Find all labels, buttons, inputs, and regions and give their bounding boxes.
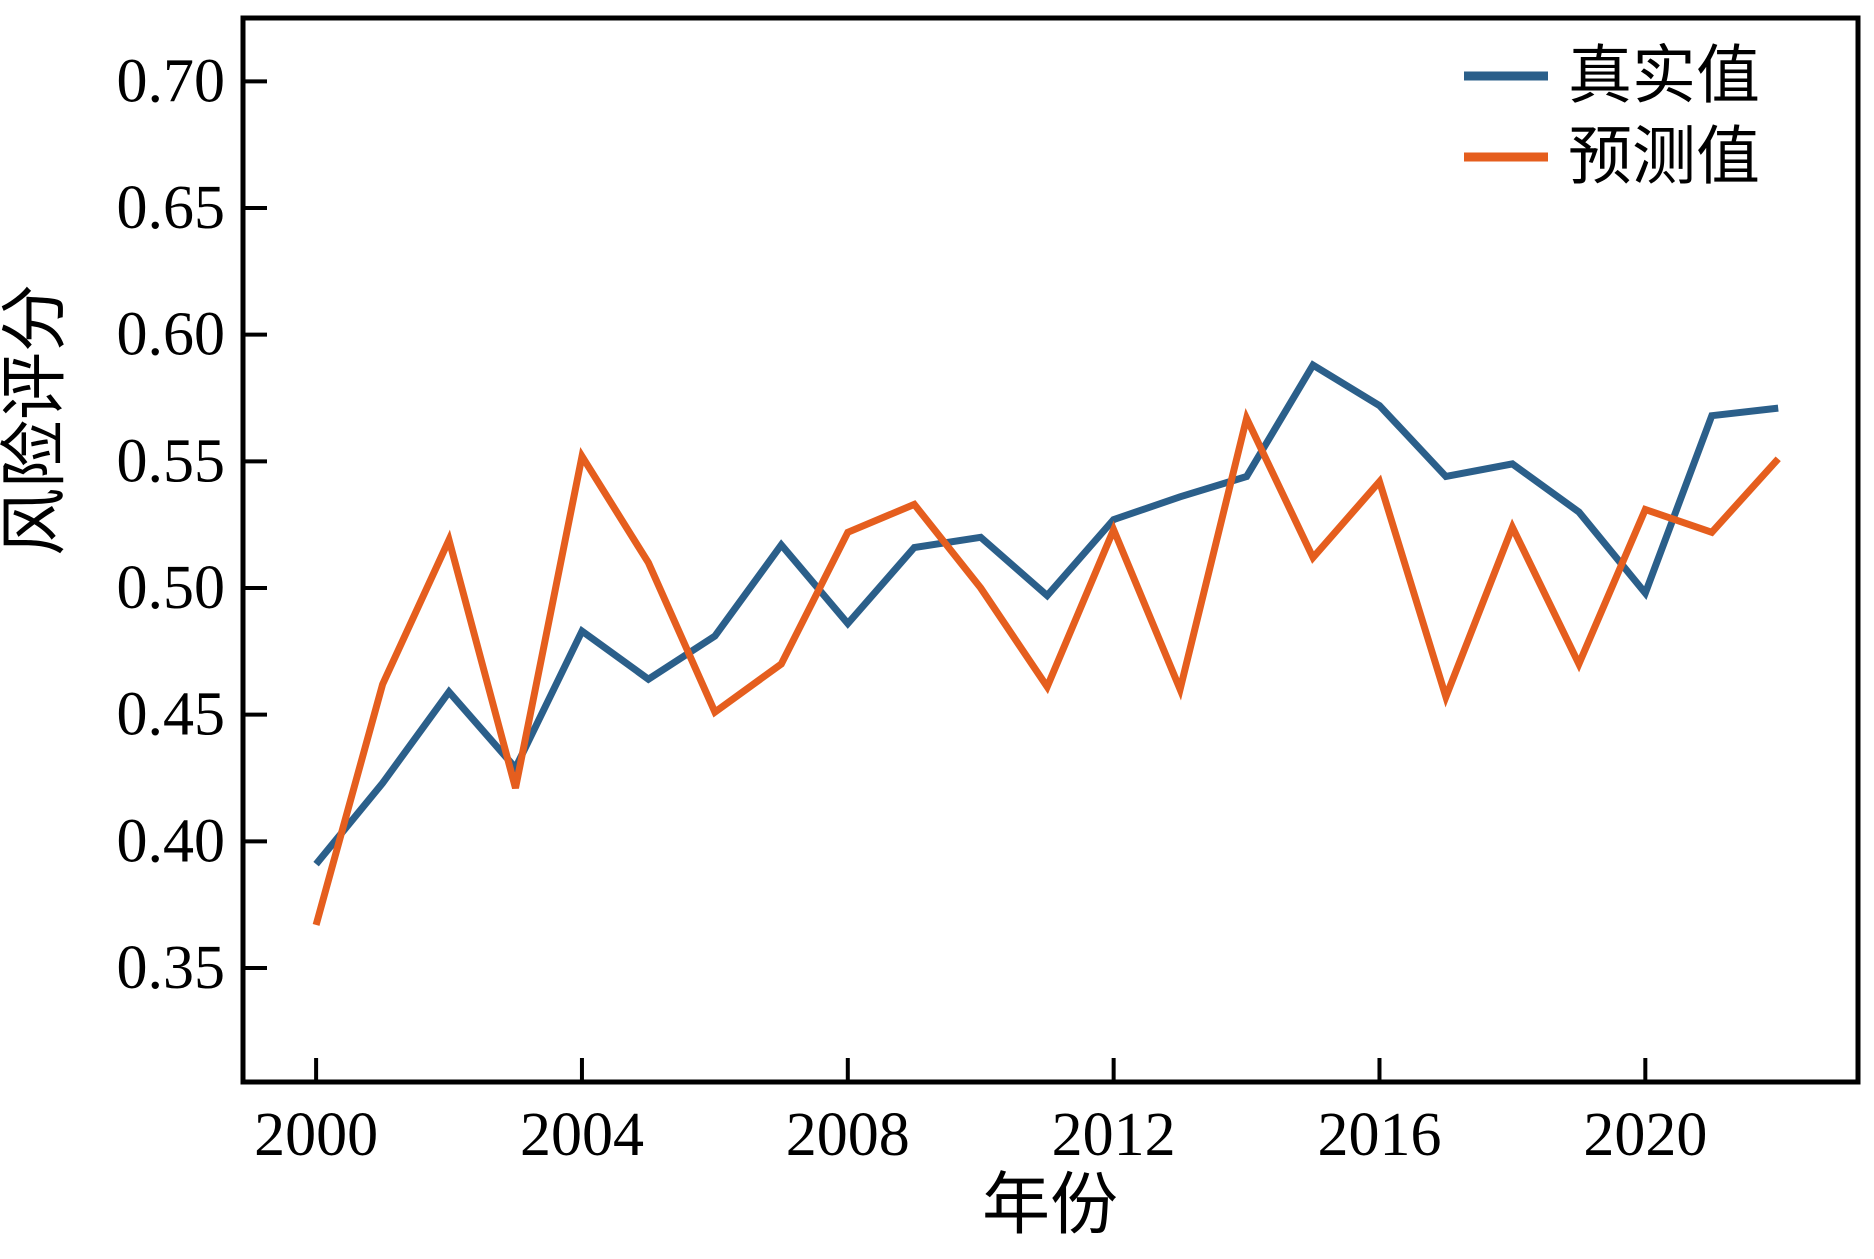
- plot-frame: [240, 15, 1861, 1085]
- series-line-predicted: [312, 407, 1781, 926]
- y-tick-label: 0.45: [117, 681, 226, 749]
- x-tick-label: 2020: [1583, 1101, 1707, 1169]
- y-tick-label: 0.40: [117, 807, 226, 875]
- series-line-actual: [313, 360, 1779, 867]
- y-axis-ticks: 0.35 0.40 0.45 0.50 0.55 0.60 0.65 0.70: [117, 47, 267, 1002]
- x-tick-label: 2000: [254, 1101, 378, 1169]
- legend-item-label: 预测值: [1568, 122, 1760, 193]
- y-axis-label: 风险评分: [0, 284, 73, 556]
- x-tick-label: 2004: [520, 1101, 644, 1169]
- y-tick-label: 0.65: [117, 174, 226, 242]
- y-tick-label: 0.70: [117, 47, 226, 115]
- x-tick-label: 2016: [1317, 1101, 1441, 1169]
- x-axis-label: 年份: [982, 1167, 1118, 1243]
- x-axis-ticks: 2000 2004 2008 2012 2016 2020: [254, 1058, 1707, 1169]
- x-tick-label: 2012: [1052, 1101, 1176, 1169]
- y-tick-label: 0.35: [117, 934, 226, 1002]
- legend-item-actual: 真实值: [1464, 41, 1760, 112]
- x-tick-label: 2008: [786, 1101, 910, 1169]
- y-tick-label: 0.60: [117, 301, 226, 369]
- y-tick-label: 0.55: [117, 427, 226, 495]
- series-lines: [312, 360, 1781, 926]
- legend: 真实值 预测值: [1464, 41, 1760, 193]
- legend-item-predicted: 预测值: [1464, 122, 1760, 193]
- legend-item-label: 真实值: [1568, 41, 1760, 112]
- y-tick-label: 0.50: [117, 554, 226, 622]
